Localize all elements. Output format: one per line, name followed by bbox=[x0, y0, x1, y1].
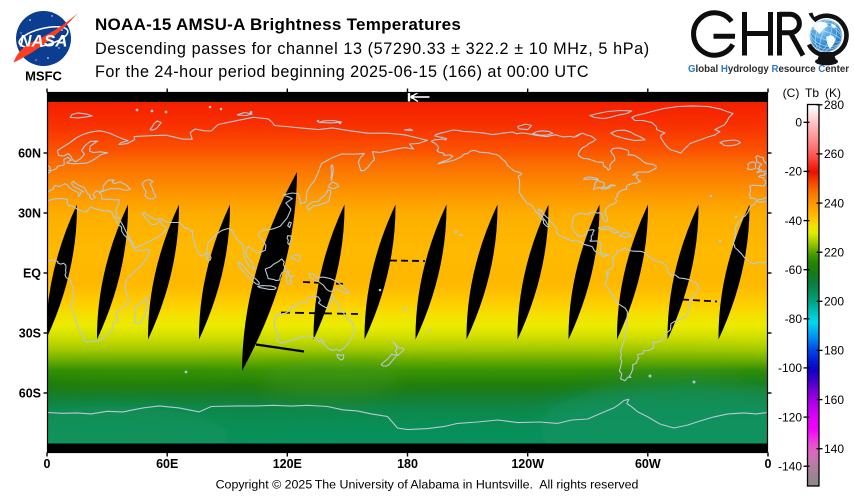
svg-text:MSFC: MSFC bbox=[25, 69, 62, 84]
svg-text:-20: -20 bbox=[785, 165, 803, 179]
svg-text:Descending passes for channel: Descending passes for channel 13 (57290.… bbox=[95, 40, 650, 58]
svg-text:Global Hydrology Resource Cent: Global Hydrology Resource Center bbox=[688, 64, 849, 75]
svg-text:-40: -40 bbox=[785, 214, 803, 228]
svg-text:(K): (K) bbox=[825, 86, 841, 100]
svg-text:60S: 60S bbox=[19, 387, 41, 401]
svg-text:(C): (C) bbox=[783, 86, 800, 100]
svg-text:60N: 60N bbox=[18, 147, 41, 161]
svg-text:-140: -140 bbox=[778, 459, 802, 473]
svg-text:160: 160 bbox=[824, 393, 844, 407]
svg-text:120E: 120E bbox=[273, 457, 302, 471]
svg-text:220: 220 bbox=[824, 245, 844, 259]
svg-text:0: 0 bbox=[765, 457, 772, 471]
svg-text:NASA: NASA bbox=[19, 32, 67, 51]
svg-text:-100: -100 bbox=[778, 361, 802, 375]
svg-text:For the 24-hour period beginni: For the 24-hour period beginning 2025-06… bbox=[95, 63, 589, 81]
svg-text:30S: 30S bbox=[19, 327, 41, 341]
svg-text:140: 140 bbox=[824, 442, 844, 456]
svg-text:0: 0 bbox=[44, 457, 51, 471]
svg-text:60W: 60W bbox=[635, 457, 661, 471]
svg-text:120W: 120W bbox=[511, 457, 544, 471]
svg-text:-80: -80 bbox=[785, 312, 803, 326]
svg-text:0: 0 bbox=[795, 116, 802, 130]
svg-text:Tb: Tb bbox=[805, 86, 819, 100]
svg-text:180: 180 bbox=[397, 457, 418, 471]
svg-text:EQ: EQ bbox=[23, 267, 41, 281]
svg-text:-120: -120 bbox=[778, 410, 802, 424]
svg-text:180: 180 bbox=[824, 344, 844, 358]
svg-text:200: 200 bbox=[824, 295, 844, 309]
svg-text:260: 260 bbox=[824, 147, 844, 161]
svg-text:Copyright © 2025 The Universit: Copyright © 2025 The University of Alaba… bbox=[216, 478, 639, 492]
svg-text:-60: -60 bbox=[785, 263, 803, 277]
svg-text:240: 240 bbox=[824, 196, 844, 210]
svg-text:60E: 60E bbox=[156, 457, 178, 471]
svg-text:280: 280 bbox=[824, 98, 844, 112]
svg-text:NOAA-15 AMSU-A Brightness Temp: NOAA-15 AMSU-A Brightness Temperatures bbox=[95, 15, 461, 34]
svg-text:30N: 30N bbox=[18, 207, 41, 221]
